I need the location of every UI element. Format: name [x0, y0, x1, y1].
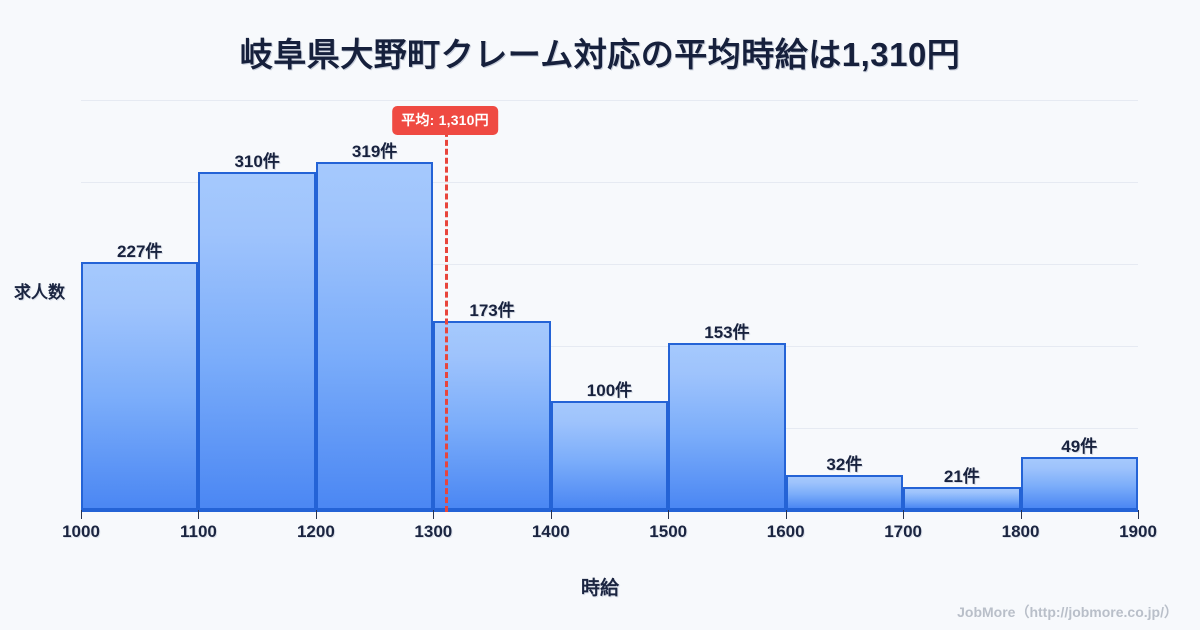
x-axis-tick-label: 1200 [296, 522, 335, 541]
histogram-bar [668, 343, 786, 510]
x-axis-tick-label: 1900 [1119, 522, 1157, 541]
bar-value-label: 21件 [943, 467, 980, 487]
x-axis-tick-label: 1600 [766, 522, 805, 541]
x-axis-tick-label: 1300 [414, 522, 453, 541]
y-axis-title: 求人数 [14, 283, 65, 302]
gridline [81, 346, 1138, 347]
x-axis-tick [903, 510, 905, 519]
x-axis-title: 時給 [580, 578, 619, 599]
x-axis-tick-label: 1500 [649, 522, 688, 541]
histogram-bar [315, 162, 434, 510]
footer-credit: JobMore（http://jobmore.co.jp/） [957, 604, 1178, 620]
x-axis-tick [1138, 510, 1139, 519]
average-badge: 平均: 1,310円 [392, 106, 498, 135]
bar-value-label: 319件 [351, 142, 398, 162]
histogram-bar [433, 321, 551, 510]
x-axis-tick [785, 510, 787, 519]
histogram-bar [550, 400, 669, 510]
x-axis-line [81, 510, 1138, 512]
x-axis-tick [550, 510, 552, 519]
bar-value-label: 310件 [234, 151, 280, 171]
histogram-bar [785, 475, 904, 510]
x-axis-tick-label: 1400 [531, 522, 570, 541]
histogram-bar [903, 487, 1021, 510]
bar-value-label: 32件 [826, 455, 863, 475]
x-axis-tick [315, 510, 317, 519]
x-axis-tick-label: 1000 [62, 522, 100, 541]
histogram-bar [198, 171, 316, 510]
x-axis-tick [81, 510, 82, 519]
x-axis-tick [1020, 510, 1022, 519]
gridline [81, 264, 1138, 265]
plot-area: 227件 310件 319件 173件 100件 153件 32件 21件 49件 [81, 100, 1138, 510]
bar-value-label: 153件 [704, 323, 750, 343]
gridline [81, 182, 1138, 183]
bar-value-label: 100件 [586, 380, 633, 400]
x-axis-tick [668, 510, 670, 519]
bar-value-label: 49件 [1061, 436, 1098, 456]
histogram-bar [81, 262, 199, 510]
gridline [81, 100, 1138, 101]
histogram-bar [1020, 456, 1138, 510]
x-axis-tick-label: 1100 [179, 522, 217, 541]
bar-value-label: 173件 [469, 301, 515, 321]
x-axis-tick-label: 1800 [1001, 522, 1040, 541]
average-line [445, 122, 449, 512]
x-axis-tick [198, 510, 200, 519]
page-title: 岐阜県大野町クレーム対応の平均時給は1,310円 [239, 36, 961, 73]
x-axis-tick [433, 510, 435, 519]
x-axis-tick-label: 1700 [884, 522, 923, 541]
bar-value-label: 227件 [117, 242, 163, 262]
